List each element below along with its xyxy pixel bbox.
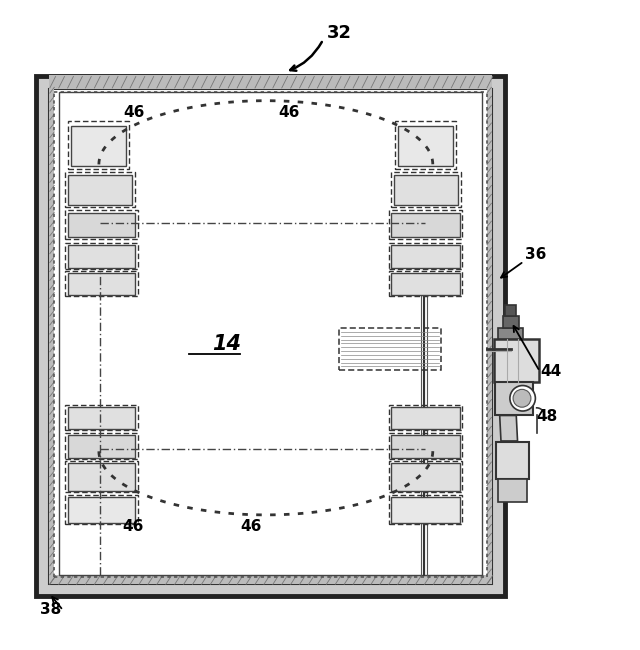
Bar [65, 405, 138, 430]
Bar [389, 405, 462, 430]
Circle shape [510, 385, 536, 411]
Bar [389, 462, 462, 492]
Bar [503, 316, 519, 328]
Bar [68, 497, 135, 523]
Bar [389, 244, 462, 269]
Bar [59, 92, 483, 575]
Bar [389, 495, 462, 524]
Bar [494, 339, 539, 382]
Bar [65, 495, 138, 524]
Bar [506, 305, 516, 316]
Bar [49, 88, 54, 584]
Text: 14: 14 [212, 335, 241, 354]
Bar [65, 211, 138, 239]
Bar [392, 497, 460, 523]
Bar [392, 172, 461, 207]
Bar [68, 436, 135, 458]
Bar [392, 406, 460, 429]
Bar [498, 479, 527, 502]
Text: 48: 48 [537, 409, 558, 424]
Circle shape [513, 389, 531, 407]
Bar [392, 245, 460, 268]
Polygon shape [500, 415, 518, 441]
Bar [68, 406, 135, 429]
Bar [487, 88, 492, 584]
Text: 46: 46 [241, 519, 262, 534]
Bar [68, 463, 135, 491]
Bar [68, 175, 132, 205]
Text: 46: 46 [278, 105, 300, 120]
Bar [72, 125, 125, 166]
Bar [495, 382, 534, 415]
Text: 46: 46 [124, 105, 145, 120]
Bar [36, 77, 505, 596]
Text: 44: 44 [540, 364, 561, 379]
Text: 32: 32 [326, 24, 351, 42]
Text: 36: 36 [525, 248, 547, 263]
Bar [496, 442, 529, 479]
Bar [49, 75, 492, 88]
Bar [49, 575, 492, 584]
Bar [49, 88, 492, 584]
Bar [392, 436, 460, 458]
Bar [65, 271, 138, 296]
Bar [65, 172, 135, 207]
Bar [397, 125, 452, 166]
Bar [65, 244, 138, 269]
Bar [499, 328, 523, 339]
Text: 38: 38 [40, 603, 61, 618]
Bar [59, 92, 483, 575]
Bar [394, 175, 458, 205]
Bar [395, 121, 456, 169]
Bar [65, 434, 138, 459]
Bar [389, 211, 462, 239]
Bar [339, 328, 441, 370]
Bar [68, 121, 129, 169]
Bar [392, 273, 460, 295]
Bar [68, 245, 135, 268]
Bar [65, 462, 138, 492]
Bar [392, 213, 460, 237]
Text: 46: 46 [122, 519, 144, 534]
Bar [389, 271, 462, 296]
Bar [392, 463, 460, 491]
Bar [68, 213, 135, 237]
Bar [68, 273, 135, 295]
Bar [389, 434, 462, 459]
